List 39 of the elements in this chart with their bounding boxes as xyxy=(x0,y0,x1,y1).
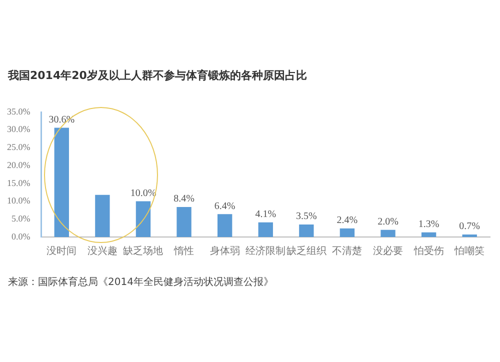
data-label: 2.4% xyxy=(336,215,358,226)
y-tick-label: 0.0% xyxy=(11,231,31,242)
bar xyxy=(217,214,232,237)
x-tick-label: 惰性 xyxy=(173,244,194,257)
data-label: 0.7% xyxy=(459,221,480,232)
y-tick-label: 5.0% xyxy=(11,214,31,224)
data-label: 4.1% xyxy=(255,208,276,220)
y-tick-label: 10.0% xyxy=(6,196,31,206)
y-tick-label: 15.0% xyxy=(6,178,31,188)
bar xyxy=(54,128,69,237)
x-tick-label: 怕受伤 xyxy=(412,244,444,257)
y-tick-label: 35.0% xyxy=(6,106,31,116)
data-label: 6.4% xyxy=(214,200,236,212)
bar xyxy=(421,232,436,237)
source-note: 来源：国际体育总局《2014年全民健身活动状况调查公报》 xyxy=(8,276,274,289)
chart-title: 我国2014年20岁及以上人群不参与体育锻炼的各种原因占比 xyxy=(8,68,307,83)
x-tick-label: 经济限制 xyxy=(246,244,286,257)
data-label: 8.4% xyxy=(174,194,194,205)
x-tick-label: 没兴趣 xyxy=(87,244,118,257)
bar xyxy=(340,228,355,237)
x-tick-label: 怕嘲笑 xyxy=(454,244,485,257)
x-tick-label: 没时间 xyxy=(46,244,77,257)
data-label: 1.3% xyxy=(418,218,440,230)
x-tick-label: 没必要 xyxy=(373,244,404,257)
x-tick-label: 身体弱 xyxy=(210,244,240,257)
x-tick-label: 缺乏组织 xyxy=(286,244,326,257)
bar xyxy=(176,207,192,237)
bar xyxy=(380,230,396,237)
x-tick-label: 缺乏场地 xyxy=(123,244,164,257)
y-tick-label: 25.0% xyxy=(6,142,31,152)
x-tick-label: 不清楚 xyxy=(332,244,362,257)
bar xyxy=(95,194,110,237)
bar xyxy=(299,224,314,237)
data-label: 2.0% xyxy=(378,216,398,228)
bar xyxy=(258,222,273,237)
bar xyxy=(136,201,151,237)
data-label: 3.5% xyxy=(296,211,317,222)
y-tick-label: 30.0% xyxy=(6,124,31,134)
y-tick-label: 20.0% xyxy=(6,160,31,170)
